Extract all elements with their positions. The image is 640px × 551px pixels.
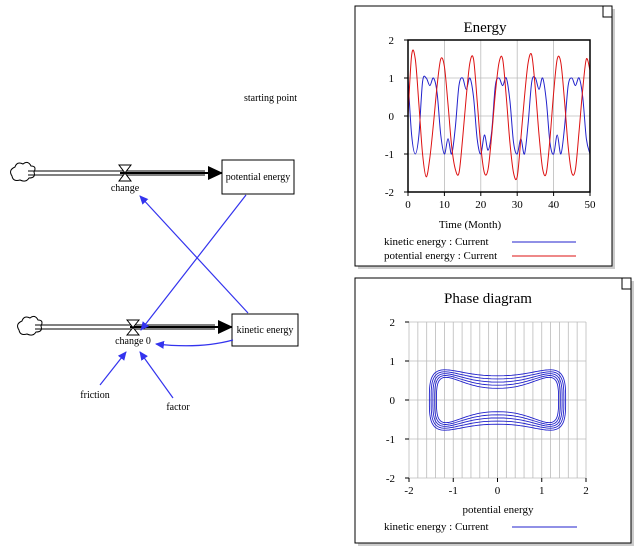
phase-xtick-label: 2 [583,485,589,497]
energy-xtick-label: 20 [475,199,487,211]
phase-xtick-label: -2 [404,485,413,497]
link-friction-to-change-0[interactable] [99,351,127,386]
flow-pipe-change[interactable] [28,166,223,180]
phase-legend: kinetic energy : Current [384,521,577,533]
phase-orbit-4 [428,369,567,431]
legend-kinetic-label: kinetic energy : Current [384,236,489,248]
legend-phase-label: kinetic energy : Current [384,521,489,533]
valve-icon [118,164,132,182]
phase-xtick-label: 0 [495,485,501,497]
energy-xtick-label: 30 [512,199,524,211]
aux-factor[interactable]: factor [166,402,190,413]
energy-ytick-label: 2 [389,35,395,47]
phase-series [428,369,567,431]
energy-xtick-label: 50 [585,199,597,211]
window-resize-box[interactable] [602,5,613,18]
energy-xtick-label: 0 [405,199,411,211]
chart-title-energy: Energy [463,20,507,36]
link-factor-to-change-0[interactable] [139,351,174,399]
phase-orbit-0 [435,376,560,424]
window-resize-box[interactable] [621,277,632,290]
starting-point-label: starting point [244,93,297,104]
phase-orbit-1 [434,375,561,425]
legend-potential-label: potential energy : Current [384,250,497,262]
flow-label-change[interactable]: change [111,183,140,194]
energy-xtick-label: 10 [439,199,451,211]
causal-links [99,194,249,399]
phase-ytick-label: 1 [390,356,396,368]
stock-kinetic-energy[interactable]: kinetic energy [231,313,299,347]
valve-change[interactable] [118,164,132,182]
energy-series-line-0 [407,75,591,155]
phase-orbit-3 [430,371,565,429]
phase-xlabel: potential energy [463,504,534,516]
aux-friction[interactable]: friction [80,390,109,401]
energy-ytick-label: -1 [385,149,394,161]
phase-orbit-2 [432,373,563,427]
valve-change-0[interactable] [125,319,141,336]
valve-icon [125,319,141,336]
energy-series-line-1 [407,49,591,181]
cloud-icon [17,315,43,336]
phase-ytick-label: -1 [386,434,395,446]
energy-series [407,49,591,181]
phase-ticks: -2 -1 0 1 2 2 1 0 -1 -2 [386,317,589,497]
phase-xtick-label: -1 [449,485,458,497]
energy-xtick-label: 40 [548,199,560,211]
stock-label-kinetic: kinetic energy [237,325,294,336]
cloud-icon [10,161,36,182]
cloud-source-bottom[interactable] [17,315,43,336]
stock-label-potential: potential energy [226,172,291,183]
chart-title-phase: Phase diagram [444,291,532,307]
stock-potential-energy[interactable]: potential energy [221,159,295,195]
phase-graph-window[interactable]: Phase diagram -2 -1 0 1 2 2 1 0 -1 -2 potential e… [354,277,634,546]
link-kinetic-to-change-0[interactable] [155,339,234,349]
phase-ytick-label: 2 [390,317,396,329]
cloud-source-top[interactable] [10,161,36,182]
energy-ytick-label: 1 [389,73,395,85]
phase-ytick-label: 0 [390,395,396,407]
phase-ytick-label: -2 [386,473,395,485]
energy-xlabel: Time (Month) [439,219,502,231]
energy-ytick-label: -2 [385,187,394,199]
link-potential-to-change-0[interactable] [140,194,247,331]
energy-legend: kinetic energy : Current potential energ… [384,236,576,262]
flow-label-change-0[interactable]: change 0 [115,336,151,347]
energy-ytick-label: 0 [389,111,395,123]
phase-xtick-label: 1 [539,485,545,497]
link-kinetic-to-change[interactable] [139,195,249,314]
phase-grid [408,321,587,479]
